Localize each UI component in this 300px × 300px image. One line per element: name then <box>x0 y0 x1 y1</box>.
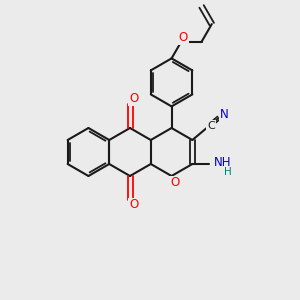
Text: O: O <box>129 92 139 106</box>
Text: O: O <box>129 199 139 212</box>
Text: H: H <box>224 167 232 177</box>
Text: O: O <box>170 176 179 190</box>
Text: C: C <box>207 121 215 131</box>
Text: N: N <box>220 108 229 122</box>
Text: O: O <box>178 31 188 44</box>
Text: NH: NH <box>214 157 232 169</box>
